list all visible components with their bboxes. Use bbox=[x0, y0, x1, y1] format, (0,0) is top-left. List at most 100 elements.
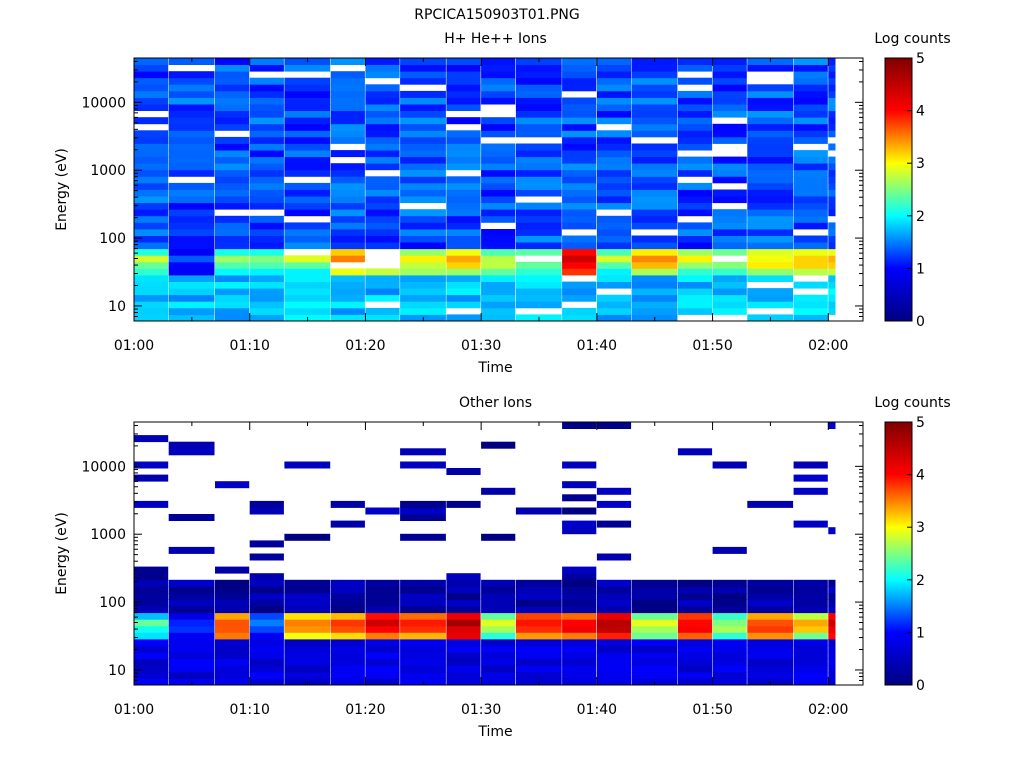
heatmap-cell bbox=[134, 222, 169, 230]
heatmap-cell bbox=[330, 606, 365, 614]
heatmap-cell bbox=[562, 150, 597, 158]
heatmap-cell bbox=[481, 314, 516, 322]
heatmap-cell bbox=[631, 255, 678, 263]
heatmap-cell bbox=[400, 150, 446, 158]
heatmap-cell bbox=[793, 261, 828, 269]
heatmap-cell bbox=[631, 169, 678, 177]
heatmap-cell bbox=[677, 665, 713, 673]
heatmap-cell bbox=[712, 130, 747, 138]
heatmap-cell bbox=[747, 301, 794, 309]
heatmap-cell bbox=[828, 281, 836, 289]
heatmap-cell bbox=[631, 625, 678, 633]
heatmap-cell bbox=[793, 314, 828, 322]
heatmap-cell bbox=[562, 58, 597, 65]
heatmap-cell bbox=[284, 625, 331, 633]
heatmap-cell bbox=[747, 606, 794, 614]
heatmap-cell bbox=[481, 678, 516, 686]
heatmap-cell bbox=[215, 202, 250, 210]
heatmap-cell bbox=[330, 169, 365, 177]
heatmap-cell bbox=[134, 658, 169, 666]
heatmap-cell bbox=[330, 97, 365, 105]
heatmap-cell bbox=[747, 665, 794, 673]
heatmap-cell bbox=[134, 104, 169, 111]
heatmap-cell bbox=[215, 481, 250, 489]
heatmap-cell bbox=[284, 606, 331, 614]
heatmap-cell bbox=[828, 658, 836, 666]
heatmap-cell bbox=[215, 136, 250, 144]
heatmap-cell bbox=[515, 222, 562, 230]
heatmap-cell bbox=[631, 268, 678, 276]
heatmap-cell bbox=[562, 156, 597, 164]
heatmap-cell bbox=[168, 143, 215, 151]
heatmap-cell bbox=[134, 586, 169, 594]
heatmap-cell bbox=[828, 130, 836, 138]
heatmap-cell bbox=[712, 461, 747, 469]
heatmap-cell bbox=[365, 189, 400, 197]
heatmap-cell bbox=[828, 117, 836, 125]
heatmap-cell bbox=[330, 632, 365, 640]
heatmap-cell bbox=[631, 189, 678, 197]
heatmap-cell bbox=[712, 658, 747, 666]
heatmap-cell bbox=[562, 255, 597, 263]
heatmap-cell bbox=[793, 130, 828, 138]
heatmap-cell bbox=[134, 566, 169, 574]
heatmap-cell bbox=[828, 156, 836, 164]
heatmap-cell bbox=[330, 84, 365, 92]
heatmap-cell bbox=[284, 307, 331, 315]
plot-frame-1 bbox=[133, 57, 864, 322]
heatmap-cell bbox=[400, 268, 446, 276]
x-axis-2: 01:00 01:10 01:20 01:30 01:40 01:50 02:00 bbox=[114, 422, 848, 718]
heatmap-cell bbox=[631, 163, 678, 171]
heatmap-cell bbox=[481, 229, 516, 236]
heatmap-cell bbox=[747, 196, 794, 204]
x-tick-label: 01:50 bbox=[692, 702, 732, 718]
heatmap-cell bbox=[562, 422, 597, 429]
heatmap-cell bbox=[515, 143, 562, 151]
heatmap-cell bbox=[828, 632, 836, 640]
heatmap-cell bbox=[446, 229, 481, 236]
heatmap-cell bbox=[712, 593, 747, 600]
heatmap-cell bbox=[134, 268, 169, 276]
heatmap-cell bbox=[793, 202, 828, 210]
heatmap-cell bbox=[515, 268, 562, 276]
heatmap-cell bbox=[400, 281, 446, 289]
heatmap-cell bbox=[215, 90, 250, 98]
heatmap-cell bbox=[134, 77, 169, 85]
heatmap-cell bbox=[400, 136, 446, 144]
heatmap-cell bbox=[365, 90, 400, 98]
heatmap-cell bbox=[284, 202, 331, 210]
heatmap-cell bbox=[481, 599, 516, 607]
x-tick-label: 01:30 bbox=[461, 338, 501, 354]
heatmap-cell bbox=[631, 288, 678, 296]
heatmap-cell bbox=[365, 110, 400, 118]
heatmap-cell bbox=[515, 652, 562, 660]
heatmap-cell bbox=[249, 612, 284, 620]
heatmap-cell bbox=[747, 130, 794, 138]
heatmap-cell bbox=[249, 143, 284, 151]
heatmap-cell bbox=[249, 281, 284, 289]
heatmap-cell bbox=[596, 652, 632, 660]
heatmap-cell bbox=[631, 235, 678, 243]
heatmap-cell bbox=[446, 130, 481, 138]
heatmap-cell bbox=[562, 678, 597, 686]
heatmap-cell bbox=[793, 235, 828, 243]
heatmap-cell bbox=[562, 527, 597, 535]
heatmap-cell bbox=[249, 90, 284, 98]
heatmap-cell bbox=[631, 123, 678, 131]
y-tick-label: 1000 bbox=[90, 527, 126, 543]
heatmap-cell bbox=[446, 619, 481, 627]
heatmap-cell bbox=[400, 658, 446, 666]
heatmap-cell bbox=[515, 665, 562, 673]
heatmap-cell bbox=[677, 652, 713, 660]
heatmap-cell bbox=[284, 593, 331, 600]
heatmap-cell bbox=[168, 606, 215, 614]
heatmap-cell bbox=[793, 90, 828, 98]
heatmap-cell bbox=[330, 90, 365, 98]
heatmap-cell bbox=[712, 671, 747, 679]
heatmap-cell bbox=[677, 261, 713, 269]
colorbar-1: Log counts 0 1 2 3 4 5 bbox=[874, 31, 950, 330]
heatmap-cell bbox=[515, 130, 562, 138]
heatmap-cell bbox=[168, 169, 215, 177]
heatmap-cell bbox=[134, 281, 169, 289]
heatmap-cell bbox=[793, 84, 828, 92]
